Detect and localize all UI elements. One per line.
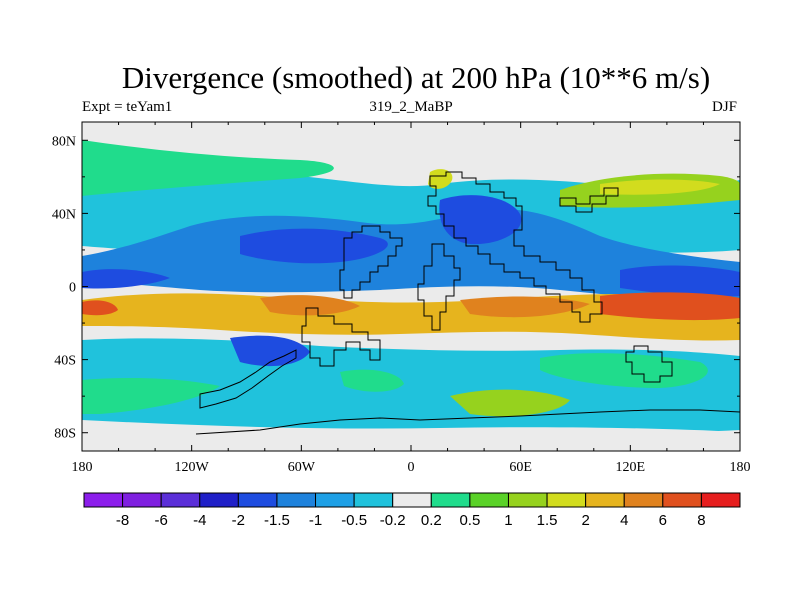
continent-antarctica (195, 409, 740, 435)
colorbar: -8 -6 -4 -2 -1.5 -1 -0.5 -0.2 0.2 0.5 1 1.5 2 4 6 8 (83, 492, 741, 529)
field-band-south-pacific (82, 378, 220, 414)
colorbar-label: -1 (309, 512, 322, 529)
colorbar-label: -2 (232, 512, 245, 529)
continent-africa (417, 243, 461, 331)
colorbar-swatch (469, 492, 509, 508)
run-label: 319_2_MaBP (369, 99, 453, 115)
lon-tick-label: 60E (509, 460, 532, 475)
colorbar-label: 0.2 (421, 512, 442, 529)
field-band-subpolar-west (82, 140, 334, 196)
colorbar-label: -8 (116, 512, 129, 529)
colorbar-swatch (392, 492, 432, 508)
experiment-label: Expt = teYam1 (82, 99, 173, 115)
lat-tick-label: 40N (52, 207, 76, 222)
field-core-south-atlantic (450, 389, 570, 417)
continent-asia-east (559, 187, 619, 213)
colorbar-swatch (315, 492, 355, 508)
continent-peninsula (199, 349, 297, 409)
lon-tick-label: 0 (408, 460, 415, 475)
colorbar-label: 6 (659, 512, 667, 529)
colorbar-swatch (700, 492, 741, 508)
colorbar-swatch (546, 492, 587, 508)
colorbar-swatch (507, 492, 548, 508)
colorbar-swatch (623, 492, 664, 508)
coastlines (195, 171, 740, 435)
colorbar-label: -1.5 (264, 512, 290, 529)
field-core-dateline-div (82, 300, 118, 316)
colorbar-swatch (662, 492, 702, 508)
field-core-south-mid (340, 369, 404, 392)
continent-americas-north (339, 225, 403, 299)
lon-tick-label: 180 (72, 460, 93, 475)
colorbar-label: -4 (193, 512, 206, 529)
lon-tick-label: 120W (175, 460, 210, 475)
field-band-antarctic (82, 420, 740, 451)
field-core-convergence-east (439, 195, 522, 245)
colorbar-swatch (353, 492, 394, 508)
colorbar-label: 1 (504, 512, 512, 529)
colorbar-label: 1.5 (537, 512, 558, 529)
lat-tick-label: 40S (54, 354, 76, 369)
map-title: Divergence (smoothed) at 200 hPa (10**6 … (121, 60, 711, 95)
field-core-atlantic (260, 295, 360, 316)
colorbar-swatch (276, 492, 317, 508)
continent-south-america (301, 307, 381, 367)
field-core-convergence-pacific (620, 265, 740, 297)
lat-tick-label: 80N (52, 134, 76, 149)
lat-tick-label: 0 (69, 281, 76, 296)
colorbar-label: -0.2 (380, 512, 406, 529)
lon-tick-label: 60W (288, 460, 316, 475)
lon-tick-label: 120E (616, 460, 646, 475)
lon-tick-label: 180 (730, 460, 751, 475)
colorbar-swatch (430, 492, 471, 508)
colorbar-swatch (160, 492, 201, 508)
colorbar-label: 0.5 (459, 512, 480, 529)
colorbar-swatch (199, 492, 239, 508)
field-core-convergence-dateline (82, 269, 170, 289)
colorbar-swatch (237, 492, 278, 508)
colorbar-label: 2 (581, 512, 589, 529)
field-core-asia-jet (600, 179, 720, 195)
continent-australia (625, 345, 673, 383)
map-ticks: 180 120W 60W 0 60E 120E 180 80N 40N 0 40S 80S (52, 122, 751, 475)
colorbar-swatch (83, 492, 124, 508)
colorbar-label: -6 (155, 512, 168, 529)
colorbar-label: 4 (620, 512, 628, 529)
field-core-west-pacific (600, 292, 740, 321)
field-core-south-america (230, 335, 310, 367)
season-label: DJF (712, 99, 738, 115)
colorbar-label: -0.5 (341, 512, 367, 529)
field-core-convergence-west (240, 228, 388, 264)
field-core-indian (460, 296, 590, 318)
colorbar-label: 8 (697, 512, 705, 529)
colorbar-swatch (585, 492, 625, 508)
map-panel: 180 120W 60W 0 60E 120E 180 80N 40N 0 40S 80S (52, 121, 751, 475)
continent-eurasia (427, 171, 603, 323)
colorbar-swatch (122, 492, 162, 508)
lat-tick-label: 80S (54, 427, 76, 442)
